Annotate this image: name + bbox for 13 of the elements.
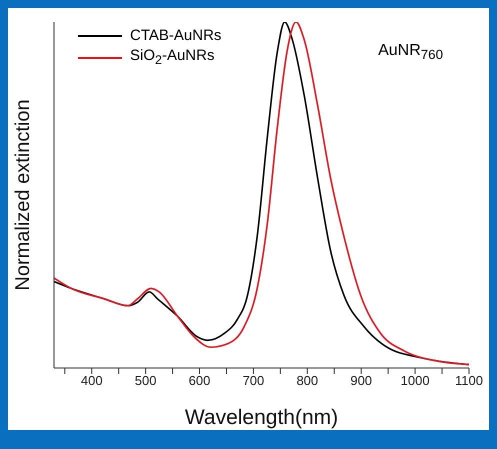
x-tick-label: 1000 [400,373,430,388]
x-tick-label: 600 [188,373,210,388]
y-axis-title: Normalized extinction [12,99,34,291]
x-tick-label: 1100 [455,373,483,388]
x-tick-label: 700 [242,373,264,388]
x-tick-label: 500 [134,373,156,388]
x-axis-title: Wavelength(nm) [184,406,338,429]
x-tick-label: 900 [350,373,372,388]
x-tick-label: 400 [80,373,103,388]
legend-label: SiO$_{2}$-AuNRs [130,46,214,69]
annotation: AuNR$_{760}$ [378,42,443,62]
legend-label: CTAB-AuNRs [130,26,222,46]
x-tick-label: 800 [296,373,318,388]
